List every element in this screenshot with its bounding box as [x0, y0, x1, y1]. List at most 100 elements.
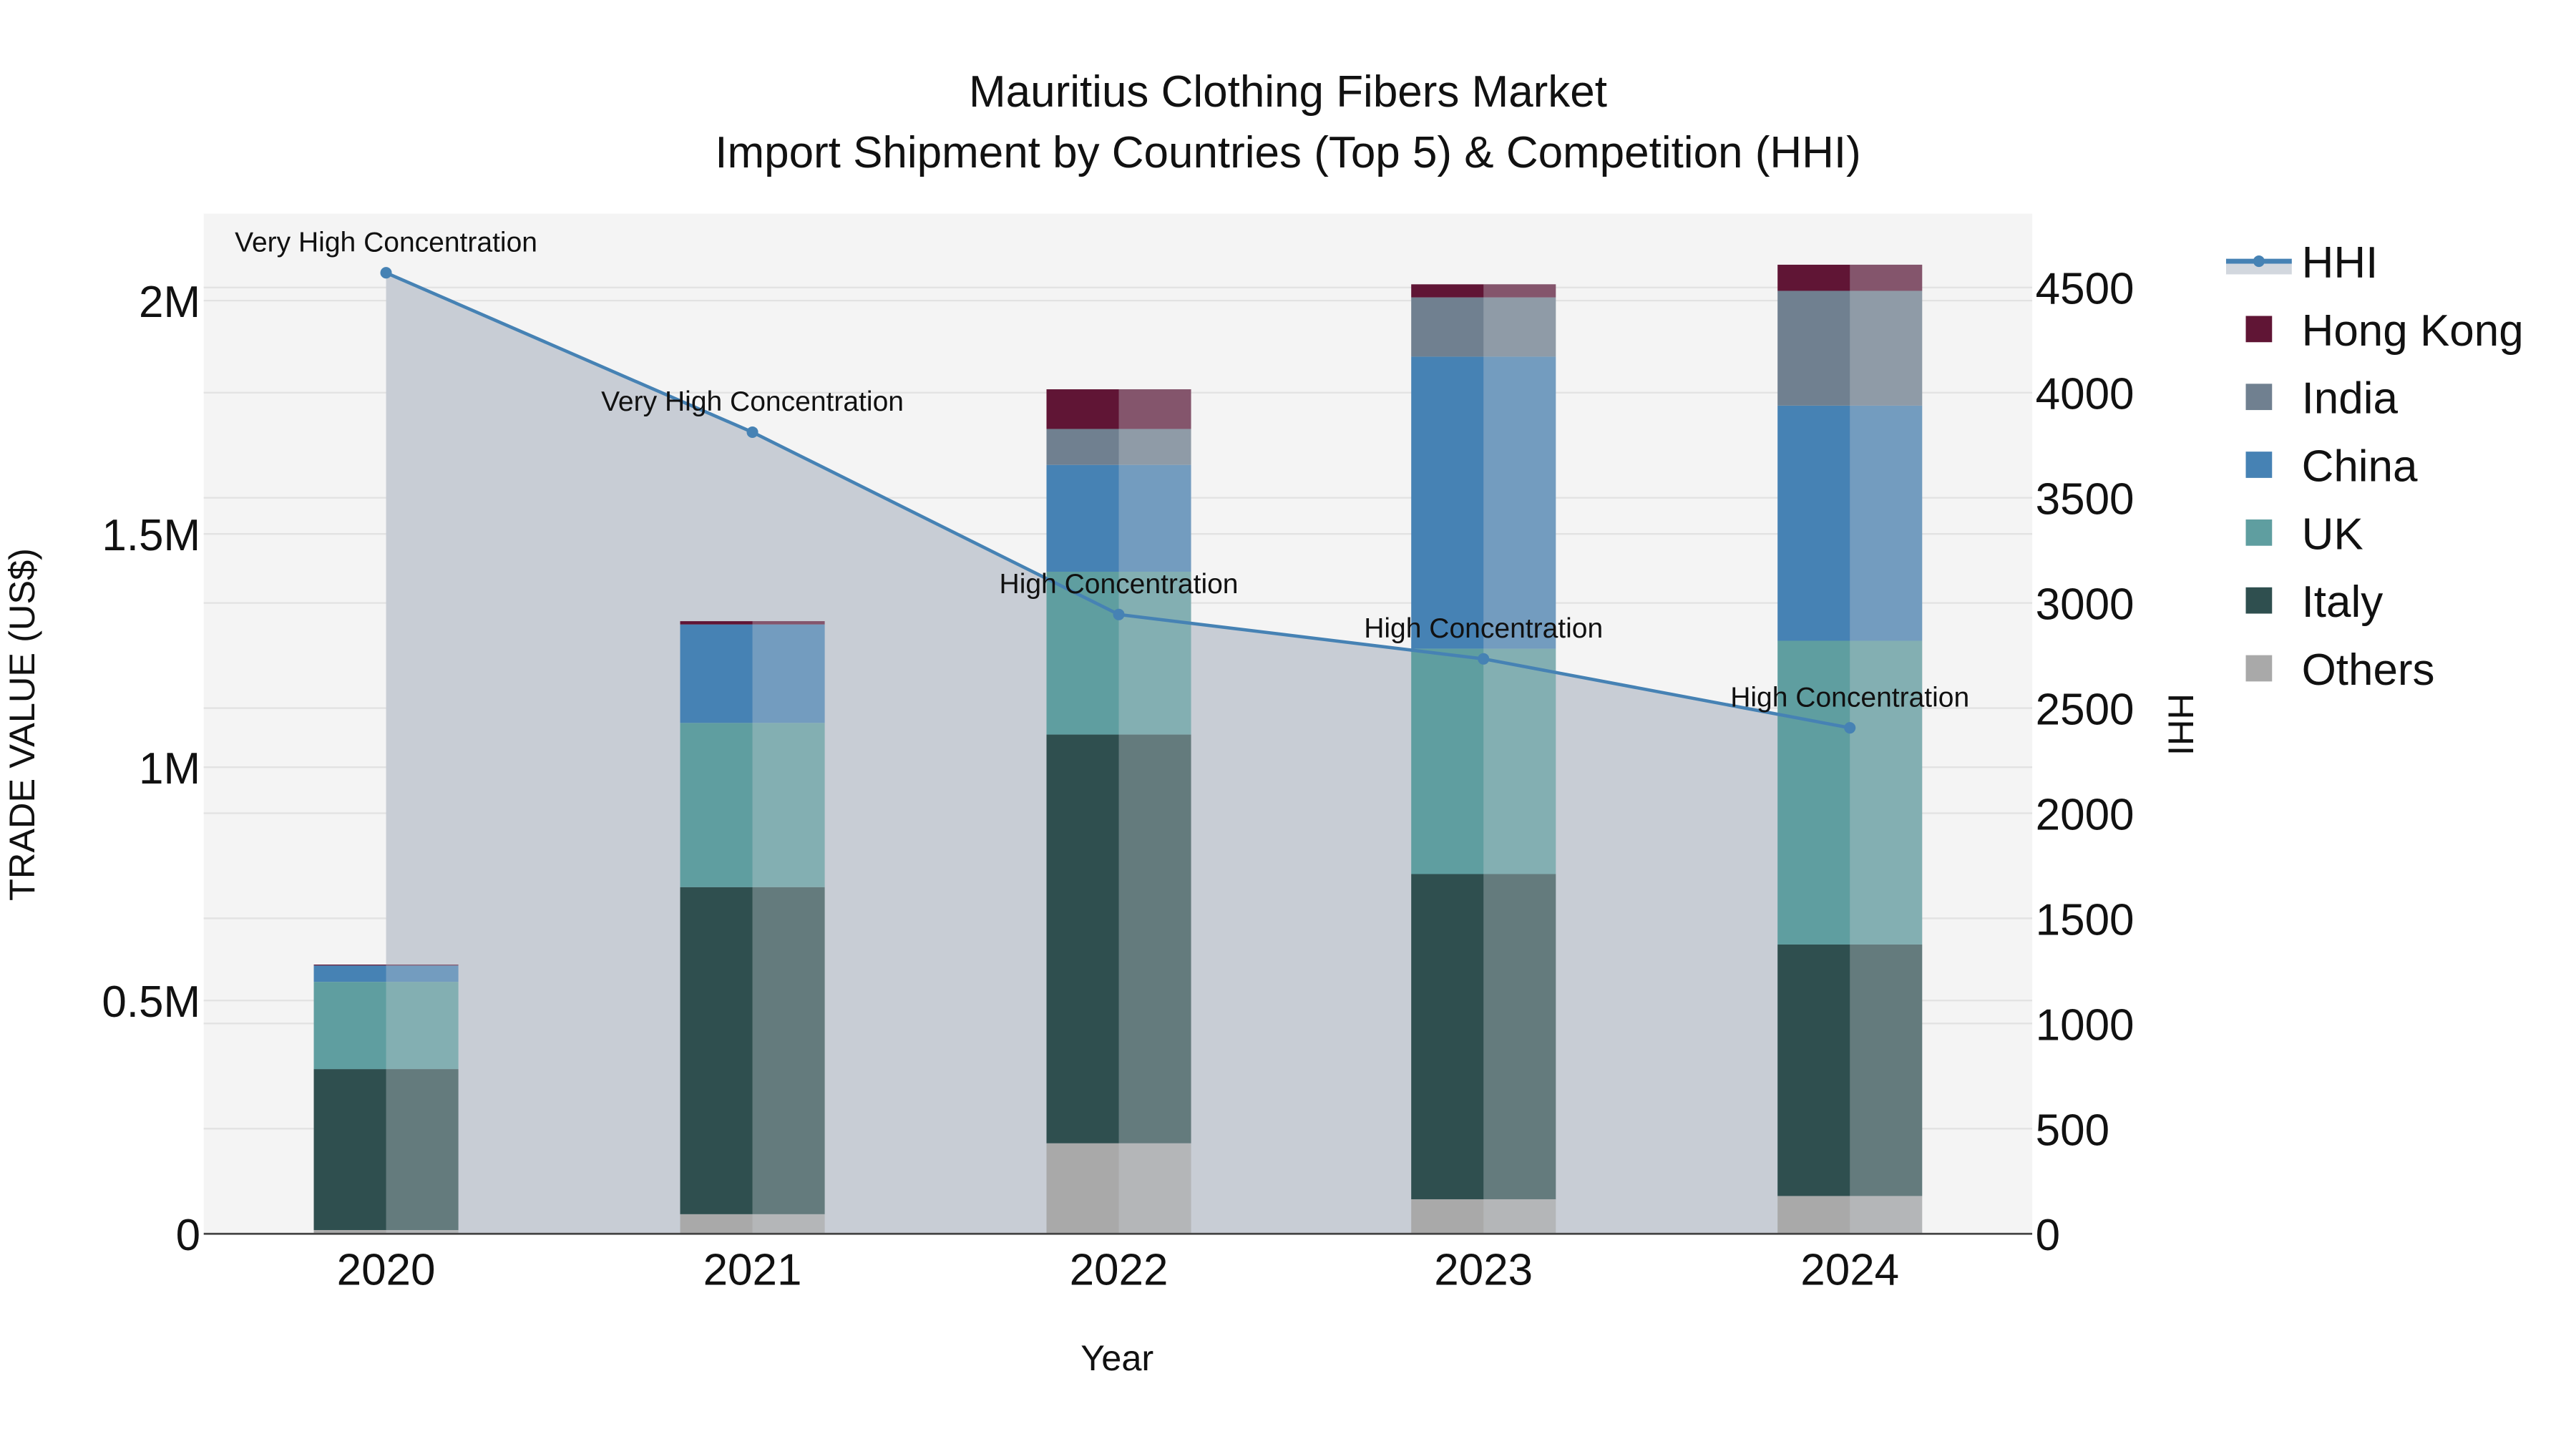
legend-swatch-icon	[2245, 655, 2273, 682]
y-right-tick-label: 1500	[2036, 895, 2135, 945]
x-tick-label: 2023	[1434, 1245, 1533, 1294]
hhi-marker	[380, 267, 392, 279]
bar-group-2022	[1046, 389, 1191, 1234]
bar-china	[680, 624, 825, 723]
y-right-tick-label: 0	[2036, 1211, 2060, 1260]
legend-label: China	[2302, 441, 2418, 491]
legend-swatch-icon	[2245, 587, 2273, 614]
legend-item-hhi[interactable]: HHI	[2225, 238, 2379, 288]
hhi-area-overlay	[1118, 389, 1191, 1234]
x-tick-label: 2024	[1800, 1245, 1899, 1294]
y-right-tick-label: 3000	[2036, 580, 2135, 630]
y-right-tick-label: 500	[2036, 1106, 2109, 1155]
legend-swatch-icon	[2245, 316, 2273, 343]
hhi-marker	[1478, 653, 1490, 665]
legend-area-swatch	[2225, 261, 2292, 275]
hhi-annotation: High Concentration	[1364, 613, 1603, 644]
bar-india	[1046, 429, 1191, 465]
y-left-tick-label: 2M	[139, 278, 200, 327]
x-tick-label: 2022	[1070, 1245, 1169, 1294]
hhi-marker	[1113, 608, 1125, 620]
chart-title-line2: Import Shipment by Countries (Top 5) & C…	[715, 128, 1860, 177]
legend-marker-icon	[2253, 255, 2265, 268]
y-axis-left-ticks: 0 0.5M 1M 1.5M 2M	[102, 278, 200, 1260]
legend-label: Others	[2302, 645, 2435, 695]
hhi-area-overlay	[386, 965, 459, 1234]
y-axis-left-title: TRADE VALUE (US$)	[1, 548, 42, 901]
legend-label: Italy	[2302, 577, 2384, 627]
y-axis-right-title: HHI	[2161, 693, 2202, 756]
y-right-tick-label: 3500	[2036, 475, 2135, 525]
y-left-tick-label: 1M	[139, 744, 200, 794]
legend-item-others[interactable]: Others	[2245, 645, 2435, 695]
hhi-line	[380, 267, 1856, 734]
chart-title-line1: Mauritius Clothing Fibers Market	[969, 67, 1607, 117]
legend-item-uk[interactable]: UK	[2245, 509, 2363, 559]
bar-italy	[1046, 734, 1191, 1143]
hhi-marker	[746, 426, 758, 439]
y-right-tick-label: 2000	[2036, 790, 2135, 839]
bar-others	[1777, 1196, 1923, 1234]
legend-label: Hong Kong	[2302, 306, 2524, 356]
bar-uk	[680, 723, 825, 887]
legend-label: HHI	[2302, 238, 2379, 288]
bar-china	[1046, 464, 1191, 572]
bar-uk	[313, 982, 459, 1070]
legend-label: UK	[2302, 509, 2363, 559]
bar-italy	[680, 887, 825, 1214]
y-left-tick-label: 0	[176, 1211, 200, 1260]
bar-italy	[313, 1069, 459, 1231]
stacked-bars	[313, 264, 1923, 1234]
x-tick-label: 2020	[337, 1245, 436, 1294]
legend-label: India	[2302, 374, 2399, 424]
hhi-area-overlay	[752, 621, 825, 1234]
bar-hong-kong	[1411, 284, 1556, 298]
legend-swatch-icon	[2245, 384, 2273, 411]
bar-group-2020	[313, 965, 459, 1234]
bar-china	[1777, 405, 1923, 641]
bar-uk	[1046, 571, 1191, 735]
legend-item-china[interactable]: China	[2245, 441, 2419, 491]
bar-china	[1411, 356, 1556, 649]
bar-others	[680, 1214, 825, 1234]
hhi-annotation: Very High Concentration	[601, 386, 904, 417]
bar-hong-kong	[680, 621, 825, 625]
y-left-tick-label: 0.5M	[102, 977, 200, 1027]
hhi-area-overlay	[1483, 284, 1556, 1234]
x-axis-title: Year	[1080, 1337, 1153, 1378]
hhi-annotations: Very High Concentration Very High Concent…	[235, 227, 1969, 713]
y-right-tick-label: 4500	[2036, 265, 2135, 314]
bar-india	[1411, 297, 1556, 357]
legend: HHI Hong Kong India China UK Italy Others	[2225, 238, 2524, 695]
y-left-tick-label: 1.5M	[102, 511, 200, 560]
y-right-tick-label: 4000	[2036, 370, 2135, 419]
hhi-annotation: Very High Concentration	[235, 227, 537, 258]
bar-group-2024	[1777, 264, 1923, 1234]
bar-italy	[1411, 874, 1556, 1199]
legend-item-italy[interactable]: Italy	[2245, 577, 2384, 627]
x-tick-label: 2021	[703, 1245, 802, 1294]
bar-uk	[1411, 648, 1556, 874]
y-axis-right-ticks: 0 500 1000 1500 2000 2500 3000 3500 4000 4500	[2036, 265, 2135, 1260]
hhi-marker	[1844, 722, 1856, 734]
hhi-annotation: High Concentration	[1000, 569, 1239, 600]
bar-hong-kong	[1777, 264, 1923, 291]
bar-group-2021	[680, 621, 825, 1234]
x-axis-ticks: 2020 2021 2022 2023 2024	[337, 1245, 1900, 1294]
bar-india	[1777, 291, 1923, 406]
bar-china	[313, 965, 459, 982]
legend-item-hong-kong[interactable]: Hong Kong	[2245, 306, 2524, 356]
legend-swatch-icon	[2245, 452, 2273, 478]
y-right-tick-label: 2500	[2036, 686, 2135, 735]
hhi-area-overlay	[1850, 264, 1923, 1234]
legend-item-india[interactable]: India	[2245, 374, 2399, 424]
bar-hong-kong	[1046, 389, 1191, 429]
bar-others	[1411, 1199, 1556, 1234]
y-right-tick-label: 1000	[2036, 1000, 2135, 1050]
bar-others	[1046, 1143, 1191, 1234]
bar-italy	[1777, 944, 1923, 1196]
bar-others	[313, 1230, 459, 1234]
hhi-annotation: High Concentration	[1730, 682, 1969, 713]
legend-swatch-icon	[2245, 519, 2273, 546]
